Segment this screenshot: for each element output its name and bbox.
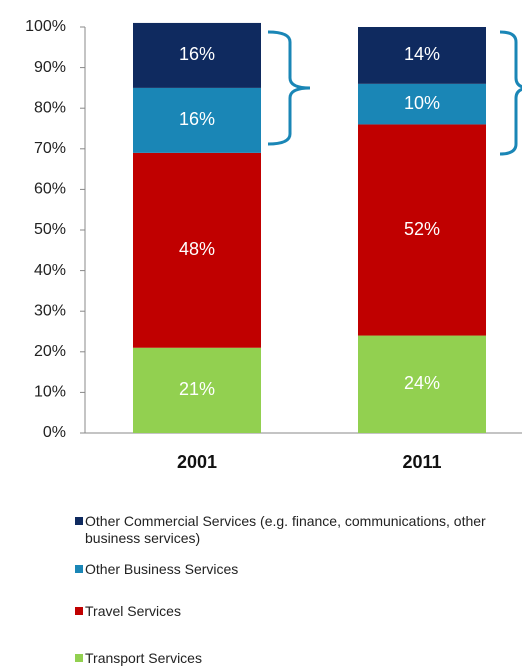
chart: 0% 10% 20% 30% 40% 50% 60% 70% 80% 90% 100% 2001 21%…	[25, 18, 522, 472]
bracket	[499, 30, 522, 156]
y-tick-label: 80%	[34, 99, 66, 116]
legend-item: Other Business Services	[75, 561, 522, 578]
y-tick-label: 30%	[34, 302, 66, 319]
y-tick-label: 70%	[34, 140, 66, 157]
data-label: 16%	[179, 109, 215, 129]
data-label: 52%	[404, 219, 440, 239]
bar-segment	[358, 124, 486, 336]
data-label: 21%	[179, 379, 215, 399]
bar-segment	[133, 22, 261, 88]
legend-swatch	[75, 654, 83, 662]
y-tick-label: 50%	[34, 221, 66, 238]
y-tick-label: 0%	[43, 424, 66, 441]
y-tick-label: 40%	[34, 262, 66, 279]
data-label: 10%	[404, 93, 440, 113]
legend-item: Travel Services	[75, 603, 522, 620]
legend-label: Travel Services	[85, 603, 181, 619]
x-tick-label: 2001	[177, 452, 217, 472]
y-tick-label: 20%	[34, 343, 66, 360]
legend-swatch	[75, 565, 83, 573]
y-tick-label: 10%	[34, 384, 66, 401]
legend-label: Other Business Services	[85, 561, 239, 577]
data-label: 48%	[179, 239, 215, 259]
y-tick-label: 60%	[34, 181, 66, 198]
legend-item: Other Commercial Services (e.g. finance,…	[75, 513, 522, 547]
y-tick-label: 100%	[25, 18, 66, 35]
bar-segment	[133, 347, 261, 433]
data-label: 24%	[404, 373, 440, 393]
legend-swatch	[75, 607, 83, 615]
data-label: 16%	[179, 44, 215, 64]
x-tick-label: 2011	[402, 452, 441, 472]
data-label: 14%	[404, 44, 440, 64]
legend-swatch	[75, 517, 83, 525]
bracket	[267, 30, 311, 146]
legend-label: Transport Services	[85, 650, 202, 666]
legend-label: Other Commercial Services (e.g. finance,…	[85, 513, 486, 546]
y-tick-label: 90%	[34, 59, 66, 76]
bar-segment	[358, 335, 486, 433]
bar-segment	[133, 152, 261, 348]
bar-segment	[358, 27, 486, 84]
legend-item: Transport Services	[75, 650, 522, 666]
bar-segment	[358, 83, 486, 125]
bar-segment	[133, 87, 261, 153]
